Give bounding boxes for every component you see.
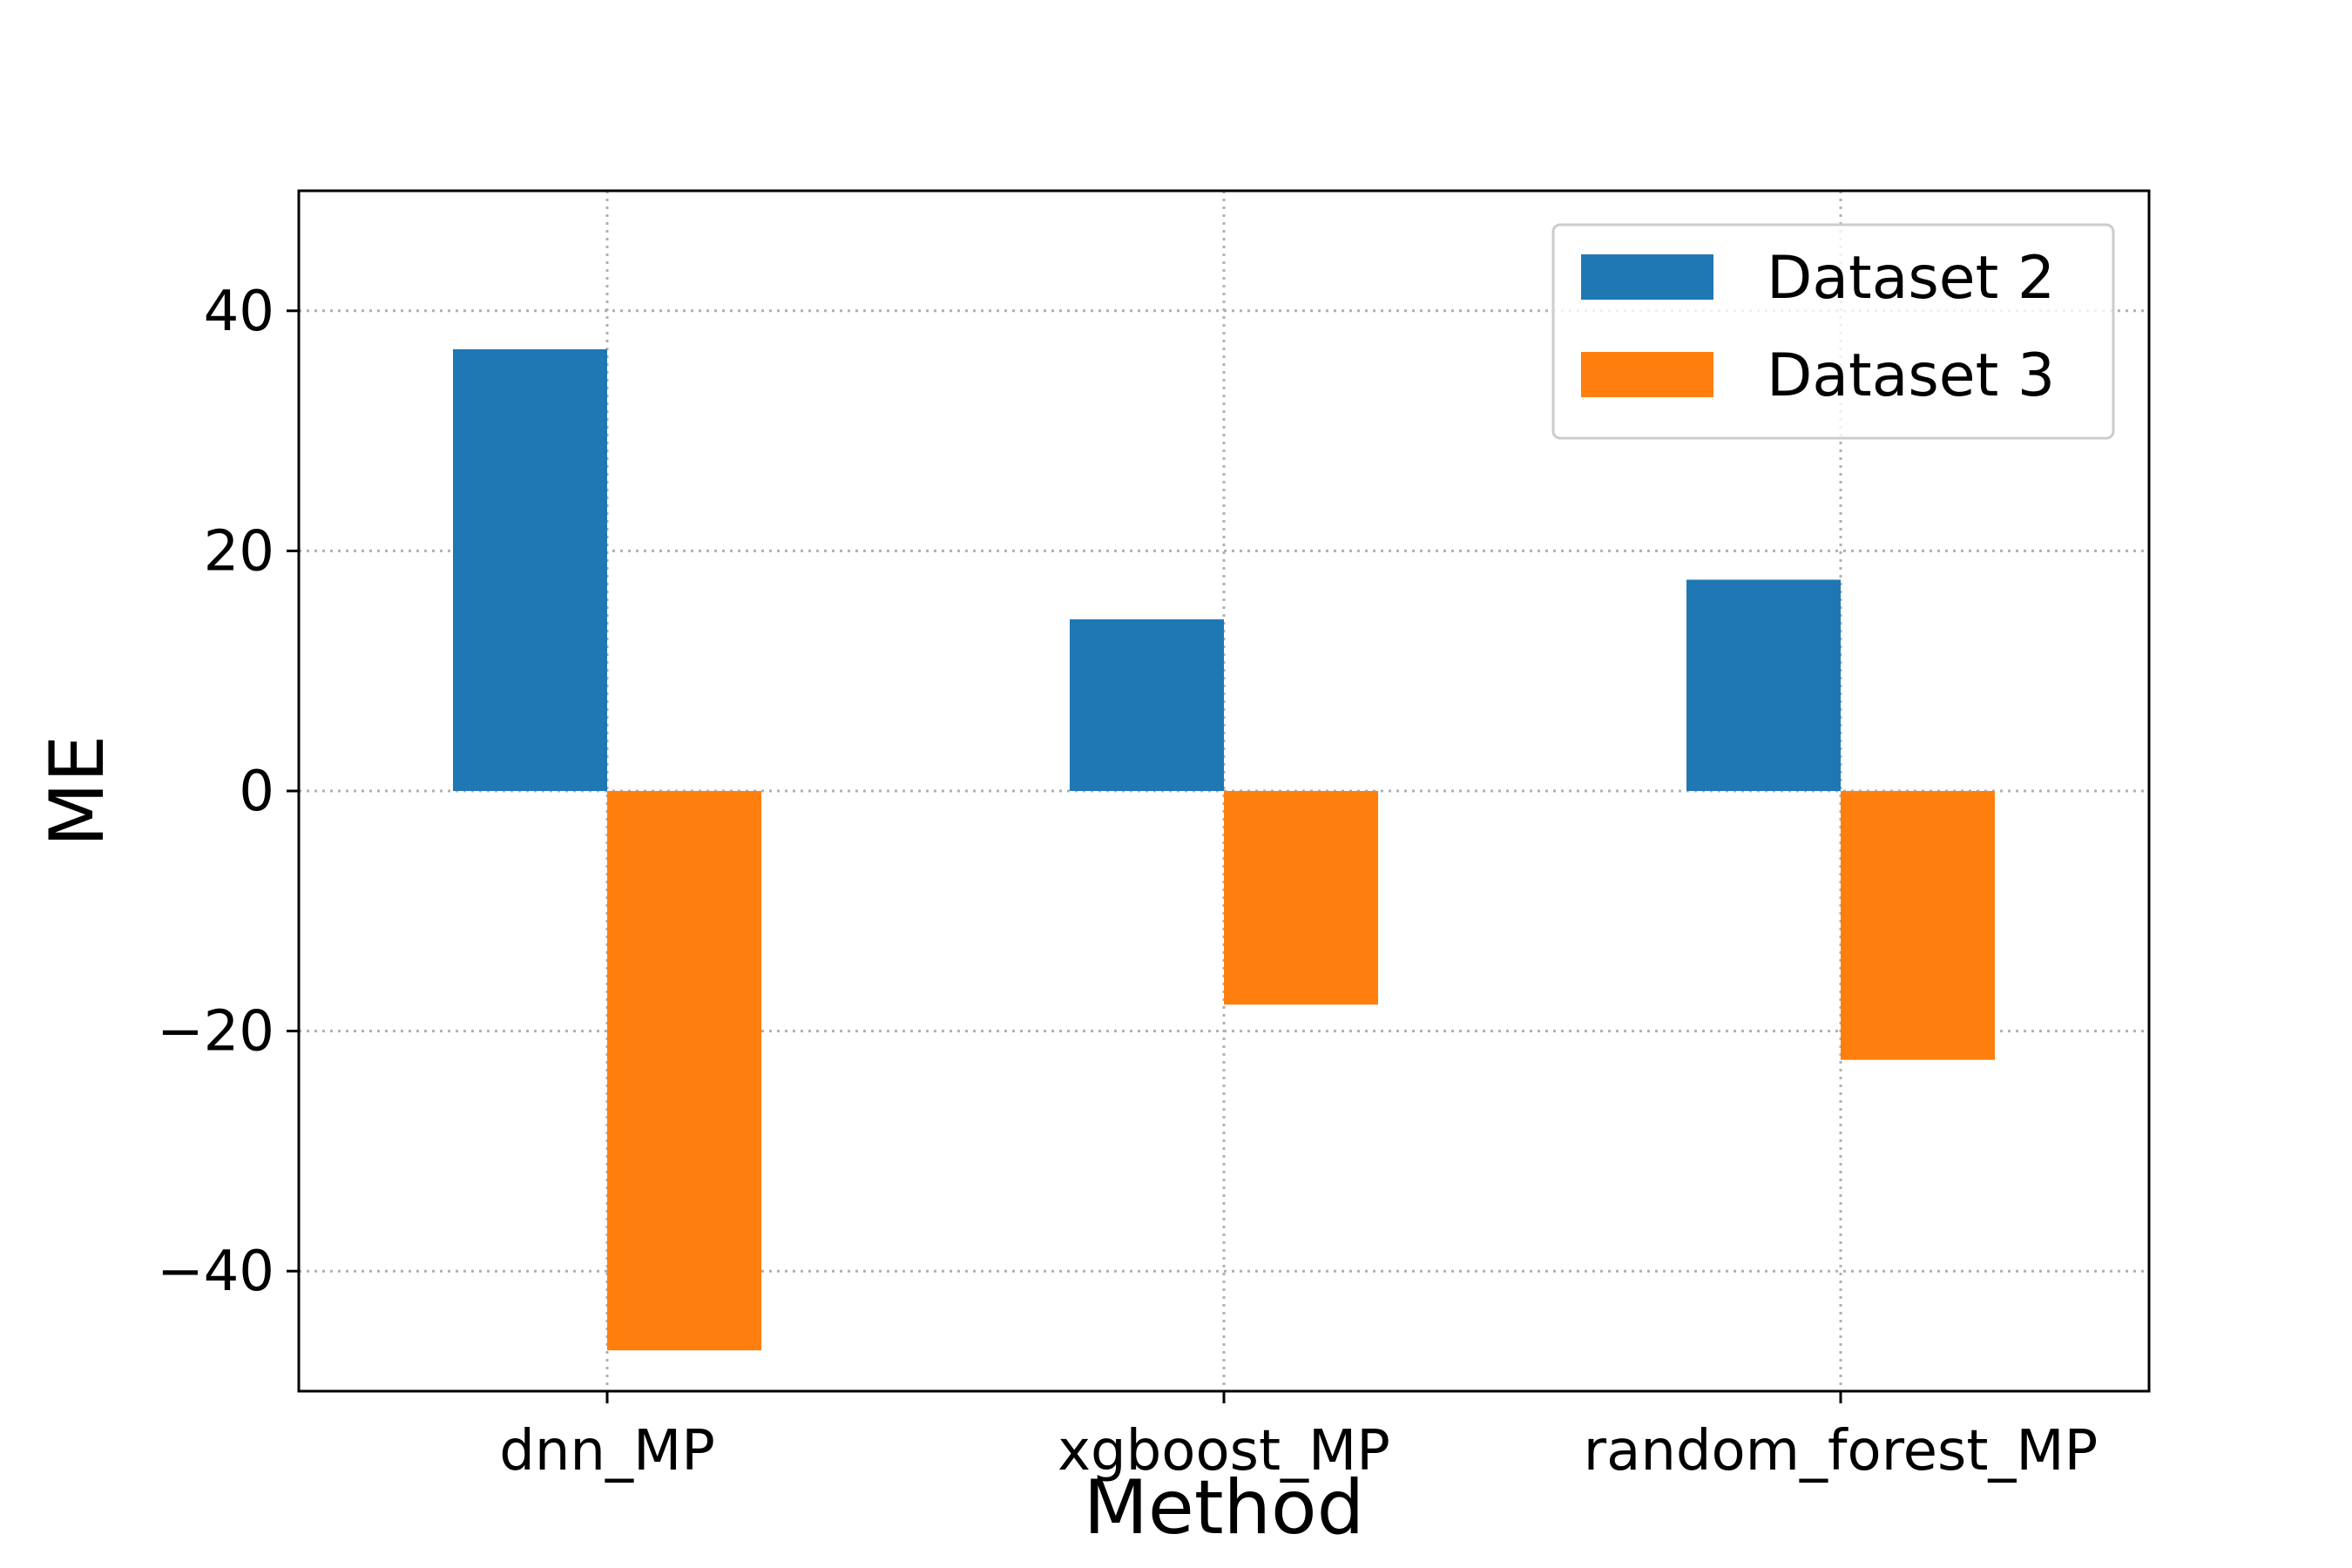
bar-dataset-2-random_forest_mp xyxy=(1686,579,1841,791)
bars xyxy=(453,348,1995,1351)
y-tick-label: −40 xyxy=(157,1240,274,1304)
bar-dataset-3-dnn_mp xyxy=(607,791,761,1351)
y-axis-label: ME xyxy=(34,735,121,848)
x-axis-label: Method xyxy=(1084,1464,1365,1551)
legend-swatch-dataset-3 xyxy=(1581,352,1713,397)
y-axis-ticks: 40 20 0 −20 −40 xyxy=(157,280,299,1304)
y-tick-label: 0 xyxy=(239,760,274,824)
bar-dataset-2-xgboost_mp xyxy=(1070,618,1224,791)
x-tick-label: dnn_MP xyxy=(499,1419,715,1484)
legend-label-dataset-3: Dataset 3 xyxy=(1767,341,2055,410)
y-tick-label: 20 xyxy=(204,519,274,584)
bar-dataset-3-xgboost_mp xyxy=(1224,791,1378,1005)
x-axis-ticks: dnn_MP xgboost_MP random_forest_MP xyxy=(499,1391,2098,1484)
legend: Dataset 2 Dataset 3 xyxy=(1551,223,2115,440)
y-tick-label: −20 xyxy=(157,1000,274,1064)
bar-dataset-3-random_forest_mp xyxy=(1841,791,1995,1060)
legend-swatch-dataset-2 xyxy=(1581,254,1713,300)
y-tick-label: 40 xyxy=(204,280,274,344)
x-tick-label: xgboost_MP xyxy=(1058,1419,1390,1484)
bar-dataset-2-dnn_mp xyxy=(453,348,607,791)
legend-label-dataset-2: Dataset 2 xyxy=(1767,244,2055,313)
x-tick-label: random_forest_MP xyxy=(1584,1419,2098,1484)
